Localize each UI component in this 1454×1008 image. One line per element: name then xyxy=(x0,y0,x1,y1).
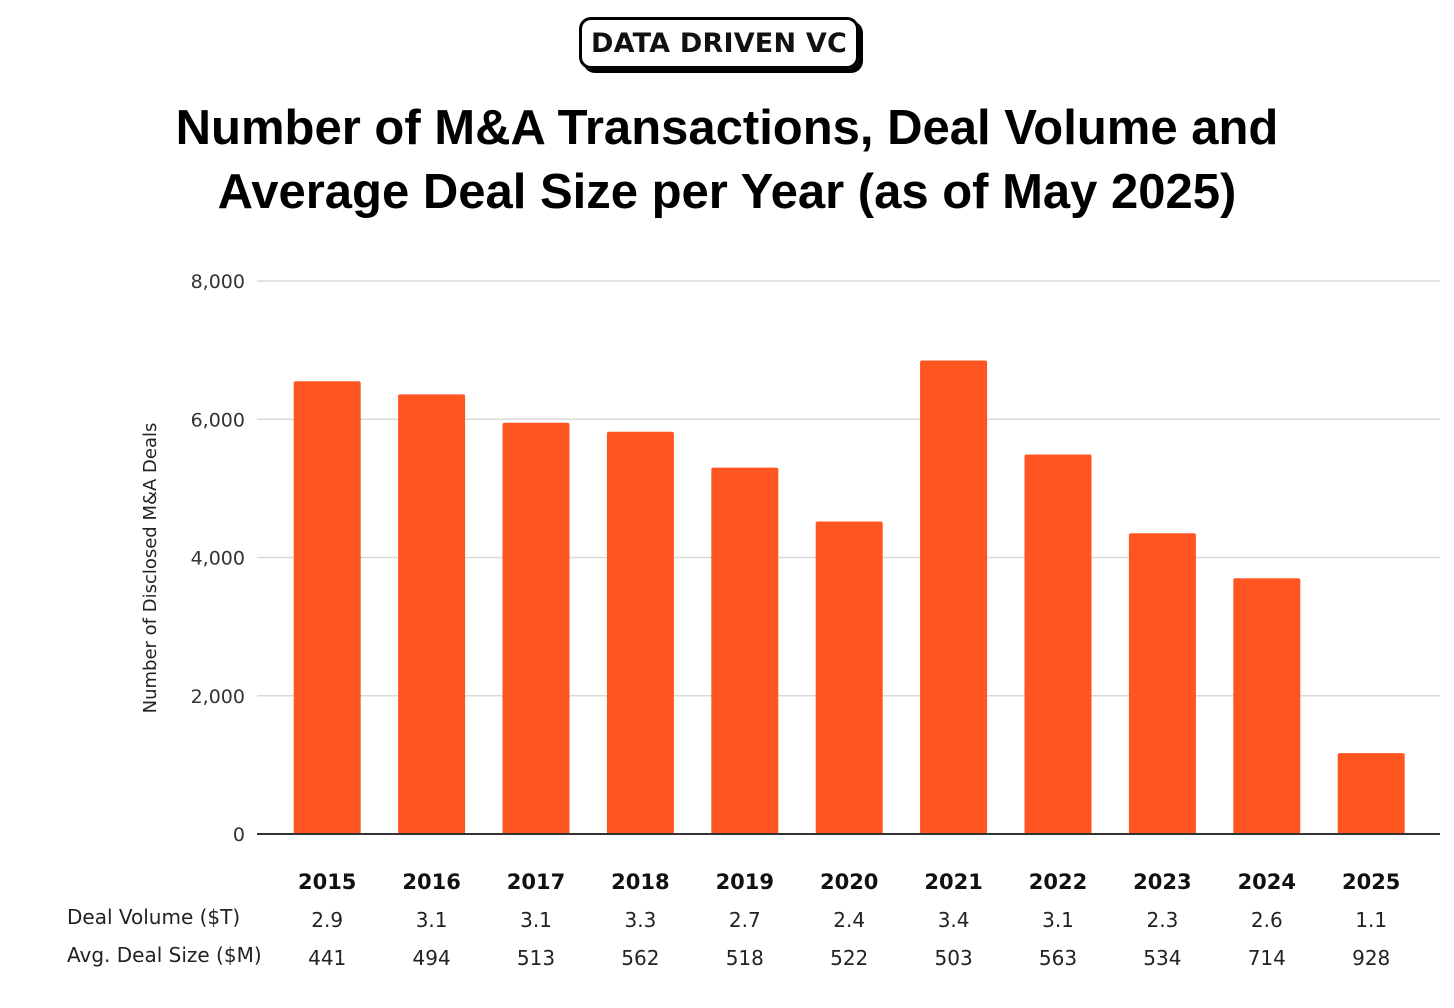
x-tick-label: 2023 xyxy=(1133,870,1191,894)
x-tick-label: 2021 xyxy=(924,870,982,894)
bar-2018 xyxy=(606,431,674,834)
deal-volume-value: 3.4 xyxy=(938,908,970,932)
x-tick-label: 2018 xyxy=(611,870,669,894)
x-tick-label: 2022 xyxy=(1029,870,1087,894)
brand-logo-text: DATA DRIVEN VC xyxy=(591,27,847,59)
x-tick-label: 2017 xyxy=(507,870,565,894)
x-tick-label: 2025 xyxy=(1342,870,1400,894)
avg-deal-size-value: 562 xyxy=(621,946,659,970)
deal-volume-value: 2.7 xyxy=(729,908,761,932)
deal-volume-value: 2.3 xyxy=(1146,908,1178,932)
y-tick-label: 2,000 xyxy=(191,686,245,708)
deal-volume-value: 3.1 xyxy=(520,908,552,932)
avg-deal-size-value: 503 xyxy=(935,946,973,970)
bar-2015 xyxy=(293,381,361,834)
x-tick-label: 2015 xyxy=(298,870,356,894)
deal-volume-value: 3.3 xyxy=(624,908,656,932)
y-tick-label: 4,000 xyxy=(191,548,245,570)
deal-volume-value: 3.1 xyxy=(416,908,448,932)
bar-2016 xyxy=(398,394,466,834)
avg-deal-size-value: 441 xyxy=(308,946,346,970)
deal-volume-value: 3.1 xyxy=(1042,908,1074,932)
bar-2023 xyxy=(1128,533,1196,834)
bar-2025 xyxy=(1337,753,1405,834)
x-tick-label: 2016 xyxy=(402,870,460,894)
y-axis-label: Number of Disclosed M&A Deals xyxy=(140,423,161,714)
deal-volume-value: 1.1 xyxy=(1355,908,1387,932)
deal-volume-value: 2.4 xyxy=(833,908,865,932)
deal-volume-value: 2.9 xyxy=(311,908,343,932)
bar-2021 xyxy=(920,360,988,834)
chart-title-line-2: Average Deal Size per Year (as of May 20… xyxy=(217,165,1237,219)
avg-deal-size-value: 513 xyxy=(517,946,555,970)
brand-logo: DATA DRIVEN VC xyxy=(579,17,859,69)
y-tick-label: 6,000 xyxy=(191,409,245,431)
avg-deal-size-value: 563 xyxy=(1039,946,1077,970)
bar-2024 xyxy=(1233,578,1301,834)
bar-2019 xyxy=(711,467,779,834)
avg-deal-size-value: 518 xyxy=(726,946,764,970)
avg-deal-size-value: 494 xyxy=(413,946,451,970)
avg-deal-size-value: 714 xyxy=(1248,946,1286,970)
chart-title-line-1: Number of M&A Transactions, Deal Volume … xyxy=(175,101,1279,155)
bar-2020 xyxy=(815,521,883,834)
x-tick-label: 2019 xyxy=(716,870,774,894)
avg-deal-size-row-label: Avg. Deal Size ($M) xyxy=(67,943,262,967)
deal-volume-value: 2.6 xyxy=(1251,908,1283,932)
avg-deal-size-value: 928 xyxy=(1352,946,1390,970)
x-tick-label: 2024 xyxy=(1238,870,1296,894)
chart-title: Number of M&A Transactions, Deal Volume … xyxy=(0,96,1454,224)
avg-deal-size-value: 522 xyxy=(830,946,868,970)
y-tick-label: 0 xyxy=(233,824,245,846)
y-tick-label: 8,000 xyxy=(191,271,245,293)
deal-volume-row-label: Deal Volume ($T) xyxy=(67,905,241,929)
x-tick-label: 2020 xyxy=(820,870,878,894)
bar-2022 xyxy=(1024,454,1092,834)
bar-2017 xyxy=(502,422,570,834)
avg-deal-size-value: 534 xyxy=(1143,946,1181,970)
